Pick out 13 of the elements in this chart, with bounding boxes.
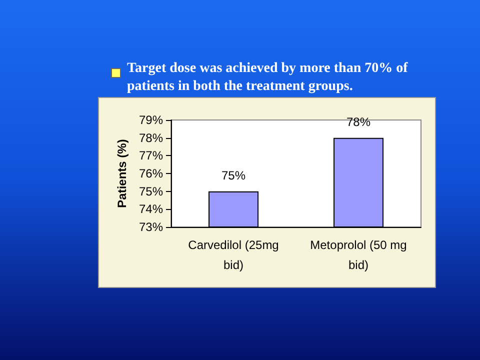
x-tick-label: Carvedilol (25mg bid) (188, 238, 279, 272)
y-tick-label: 74% (138, 202, 164, 216)
y-tick-label: 77% (138, 148, 164, 163)
data-label: 75% (221, 168, 246, 182)
chart-title: Target dose was achieved by more than 70% of patients in both the treatment groups. (127, 60, 409, 96)
y-axis-title: Patients (%) (115, 139, 130, 208)
y-tick-label: 73% (138, 220, 164, 234)
y-tick-label: 76% (138, 166, 164, 180)
y-tick-label: 78% (138, 130, 164, 145)
data-label: 78% (346, 114, 371, 129)
y-tick-label: 79% (138, 113, 164, 127)
y-tick-label: 75% (138, 184, 164, 198)
x-tick-label: Metoprolol (50 mg bid) (310, 238, 407, 272)
